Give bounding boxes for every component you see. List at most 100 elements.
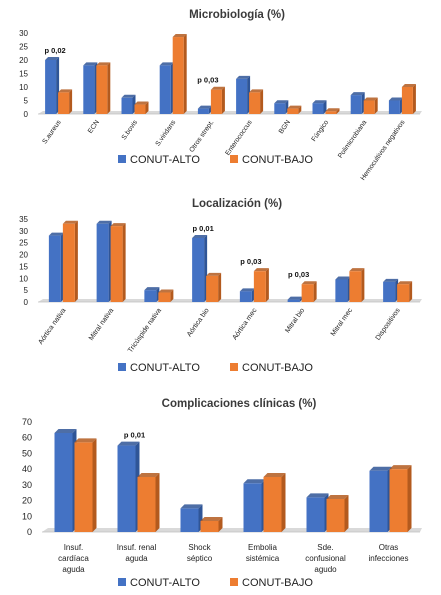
legend-swatch-alto (118, 155, 126, 163)
bar-bajo-0-side (92, 438, 97, 532)
bar-alto-4-face (239, 291, 252, 302)
bar-bajo-3-side (183, 34, 187, 114)
bar-bajo-4-side (344, 495, 349, 532)
bar-alto-4-top (197, 105, 212, 109)
x-tick-label: Polimicrobiana (337, 119, 368, 160)
bar-bajo-4 (253, 268, 269, 302)
y-tick-label: 50 (22, 448, 32, 458)
bar-alto-7-top (312, 100, 327, 104)
bar-bajo-4-top (210, 86, 225, 90)
chart-title: Microbiología (%) (189, 9, 285, 21)
bar-bajo-3 (263, 473, 286, 532)
bar-alto-5-top (369, 466, 392, 471)
x-tick-label: S.bovis (121, 119, 140, 142)
bar-alto-7-face (383, 281, 396, 302)
bar-bajo-0-top (62, 220, 78, 224)
bar-bajo-5-side (407, 465, 412, 532)
bar-bajo-2-face (158, 292, 171, 302)
x-tick-label-line: Insuf. (64, 543, 84, 552)
bar-bajo-5 (249, 89, 264, 114)
bar-bajo-5-top (249, 89, 264, 93)
bar-alto-4-top (306, 493, 329, 498)
significance-annotation: p 0,03 (288, 270, 309, 279)
bar-alto-3-face (243, 483, 262, 532)
bar-alto-5-face (236, 78, 248, 114)
legend: CONUT-ALTO CONUT-BAJO (118, 362, 313, 374)
x-tick-label: Dispositivos (375, 307, 402, 342)
bar-bajo-1 (110, 223, 126, 302)
x-tick-label: Hemocultivos negativos (360, 119, 407, 182)
bar-alto-0-top (54, 429, 77, 433)
x-tick-label: Aórtica nativa (37, 307, 67, 346)
bar-bajo-4-face (210, 89, 222, 114)
bar-alto-2-top (180, 504, 203, 509)
bar-bajo-7 (325, 108, 340, 114)
significance-annotation: p 0,01 (192, 224, 213, 233)
bar-alto-3 (243, 479, 266, 532)
legend-swatch-alto (118, 363, 126, 371)
bar-alto-5-face (369, 470, 388, 532)
bar-bajo-1-face (137, 477, 156, 532)
bar-alto-4-face (306, 497, 325, 532)
legend-label: CONUT-ALTO (130, 577, 200, 589)
bar-alto-6-top (335, 276, 351, 280)
x-tick-label: Tricúspide nativa (127, 307, 163, 354)
bar-bajo-7-face (325, 111, 337, 114)
bar-alto-2-face (180, 508, 199, 532)
bar-alto-5-face (287, 299, 300, 302)
bar-bajo-7-side (336, 108, 340, 114)
chart-2: Localización (%) 0 5 10 15 20 25 30 35 Aórtica na… (19, 198, 422, 374)
bar-bajo-0-face (58, 92, 70, 114)
bar-bajo-5-top (389, 465, 412, 470)
bar-bajo-4-face (253, 271, 266, 302)
bar-alto-3 (192, 234, 208, 302)
bar-bajo-2-face (200, 521, 219, 532)
x-tick-label-line: Embolia (248, 543, 277, 552)
bar-alto-7-top (383, 278, 399, 282)
legend-label: CONUT-ALTO (130, 154, 200, 166)
y-tick-label: 25 (19, 239, 28, 248)
bar-bajo-3-side (281, 473, 286, 532)
x-tick-label: Sde. confusional agudo (305, 543, 346, 574)
x-tick-label: Aórtica bio (186, 307, 211, 338)
x-tick-label: Embolia sistémica (246, 543, 280, 563)
legend-label: CONUT-BAJO (242, 154, 313, 166)
y-tick-label: 0 (27, 527, 32, 537)
bar-alto-4 (306, 493, 329, 532)
bar-bajo-4-side (265, 268, 269, 302)
bar-bajo-0-top (58, 89, 73, 93)
bar-alto-7 (312, 100, 327, 114)
bar-bajo-4 (210, 86, 225, 114)
bar-bajo-6 (349, 268, 365, 302)
bar-alto-1 (83, 62, 98, 114)
bar-alto-2-top (121, 94, 136, 98)
bar-alto-2 (121, 94, 136, 114)
chart-1: Microbiología (%) 0 5 10 15 20 25 30 S.aureus ECN… (19, 9, 422, 182)
bar-bajo-7-top (325, 108, 340, 112)
bar-alto-2-top (144, 287, 160, 291)
bar-alto-1-top (117, 441, 140, 446)
bar-bajo-4-side (221, 86, 225, 114)
bar-alto-4 (197, 105, 212, 114)
bar-bajo-4-top (326, 495, 349, 499)
legend-swatch-bajo (230, 578, 238, 586)
legend-label: CONUT-BAJO (242, 362, 313, 374)
bar-alto-0 (45, 57, 60, 114)
bar-bajo-0-face (62, 223, 75, 302)
chart-3: Complicaciones clínicas (%) 0 10 20 30 40 50 60… (22, 398, 422, 589)
bar-bajo-3 (172, 34, 187, 114)
bar-alto-5 (236, 75, 251, 114)
significance-annotation: p 0,01 (124, 431, 145, 440)
legend-swatch-bajo (230, 155, 238, 163)
bar-bajo-2-top (158, 289, 174, 293)
bar-alto-0 (54, 429, 77, 532)
legend-swatch-bajo (230, 363, 238, 371)
bar-bajo-6-face (287, 108, 299, 114)
bar-alto-2-face (121, 97, 133, 114)
x-tick-label-line: Insuf. renal (117, 543, 157, 552)
bar-alto-0-face (54, 433, 73, 532)
bar-alto-1-top (96, 220, 112, 224)
bar-bajo-4 (326, 495, 349, 532)
legend: CONUT-ALTO CONUT-BAJO (118, 577, 313, 589)
